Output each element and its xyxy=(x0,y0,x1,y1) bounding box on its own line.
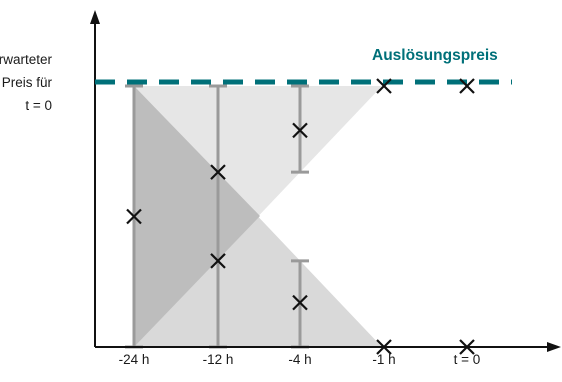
price-marker-24-h-0 xyxy=(126,208,142,225)
y-axis-label-line-2: Preis für xyxy=(1,75,52,90)
price-marker-t-0-6 xyxy=(459,78,475,94)
price-marker-12-h-1 xyxy=(210,164,226,180)
x-tick-t0: t = 0 xyxy=(453,352,481,367)
x-tick-minus-4h: -4 h xyxy=(288,352,312,367)
price-marker-4-h-3 xyxy=(292,122,308,139)
price-markers xyxy=(126,78,475,355)
price-marker-4-h-4 xyxy=(292,294,308,311)
x-tick-minus-12h: -12 h xyxy=(202,352,234,367)
trigger-price-label: Auslösungspreis xyxy=(372,47,498,64)
cone-group xyxy=(134,86,382,347)
x-axis-arrow xyxy=(547,342,561,352)
price-marker-12-h-2 xyxy=(210,253,226,269)
price-marker-1-h-5 xyxy=(376,78,392,94)
axes xyxy=(90,10,561,352)
x-tick-minus-24h: -24 h xyxy=(118,352,150,367)
overlap-region xyxy=(134,86,260,347)
x-tick-minus-1h: -1 h xyxy=(372,352,396,367)
y-axis-arrow xyxy=(90,10,100,24)
price-marker-t-0-8 xyxy=(459,339,475,355)
y-axis-label-line-1: Erwarteter xyxy=(0,52,52,67)
price-marker-1-h-7 xyxy=(376,339,392,355)
y-axis-label-line-3: t = 0 xyxy=(25,98,52,113)
